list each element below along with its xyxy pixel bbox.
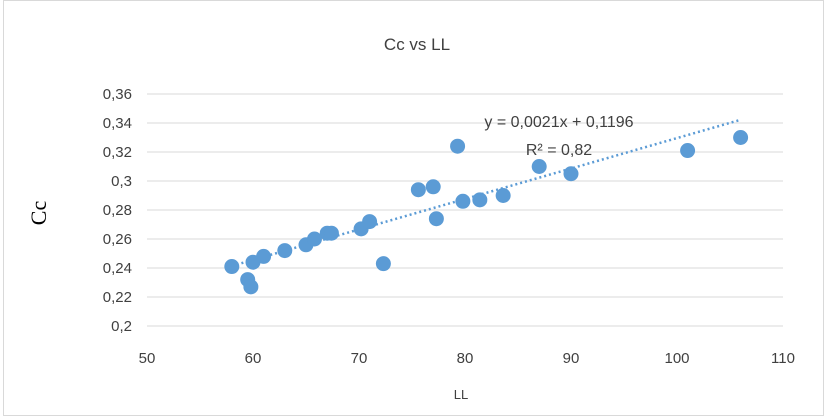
- y-tick-label: 0,2: [111, 318, 132, 335]
- y-tick-labels: 0,2 0,22 0,24 0,26 0,28 0,3 0,32 0,34 0,36: [103, 86, 132, 335]
- data-point: [224, 259, 240, 275]
- gridlines: [147, 93, 783, 327]
- data-point: [243, 279, 259, 295]
- data-point: [375, 256, 391, 272]
- r-squared-label: R² = 0,82: [526, 142, 592, 159]
- y-tick-label: 0,24: [103, 260, 132, 277]
- data-points: [224, 130, 749, 295]
- y-tick-label: 0,34: [103, 115, 132, 132]
- x-tick-label: 80: [457, 350, 474, 367]
- data-point: [256, 248, 272, 264]
- x-tick-label: 110: [771, 350, 795, 367]
- data-point: [410, 182, 426, 198]
- y-tick-label: 0,36: [103, 86, 132, 103]
- data-point: [531, 159, 547, 174]
- data-point: [563, 166, 579, 182]
- trendline-equation: y = 0,0021x + 0,1196: [484, 114, 633, 131]
- y-tick-label: 0,32: [103, 144, 132, 161]
- y-tick-label: 0,3: [111, 173, 132, 190]
- data-point: [428, 211, 444, 227]
- data-point: [733, 130, 749, 145]
- chart-area: Cc vs LL 0,2 0,22 0,24 0,26 0,28 0,3 0,32 0,34 0…: [3, 0, 824, 416]
- y-tick-label: 0,28: [103, 202, 132, 219]
- data-point: [450, 138, 466, 154]
- data-point: [455, 193, 471, 209]
- data-point: [362, 214, 378, 230]
- data-point: [425, 179, 441, 195]
- trendline: [231, 118, 741, 268]
- data-point: [277, 243, 293, 259]
- y-tick-label: 0,26: [103, 231, 132, 248]
- y-tick-label: 0,22: [103, 289, 132, 306]
- x-tick-label: 50: [139, 350, 156, 367]
- data-point: [472, 192, 488, 208]
- x-tick-label: 90: [563, 350, 580, 367]
- x-tick-labels: 50 60 70 80 90 100 110: [139, 350, 795, 367]
- x-tick-label: 100: [664, 350, 689, 367]
- x-tick-label: 60: [245, 350, 262, 367]
- data-point: [495, 188, 511, 203]
- data-point: [680, 143, 696, 159]
- chart-title: Cc vs LL: [384, 35, 450, 54]
- y-axis-label: Cc: [26, 201, 51, 226]
- x-tick-label: 70: [351, 350, 368, 367]
- data-point: [306, 231, 322, 247]
- data-point: [323, 225, 339, 241]
- scatter-chart: Cc vs LL 0,20,220,240,260,280,30,320,340…: [26, 35, 795, 402]
- x-axis-label: LL: [454, 387, 468, 402]
